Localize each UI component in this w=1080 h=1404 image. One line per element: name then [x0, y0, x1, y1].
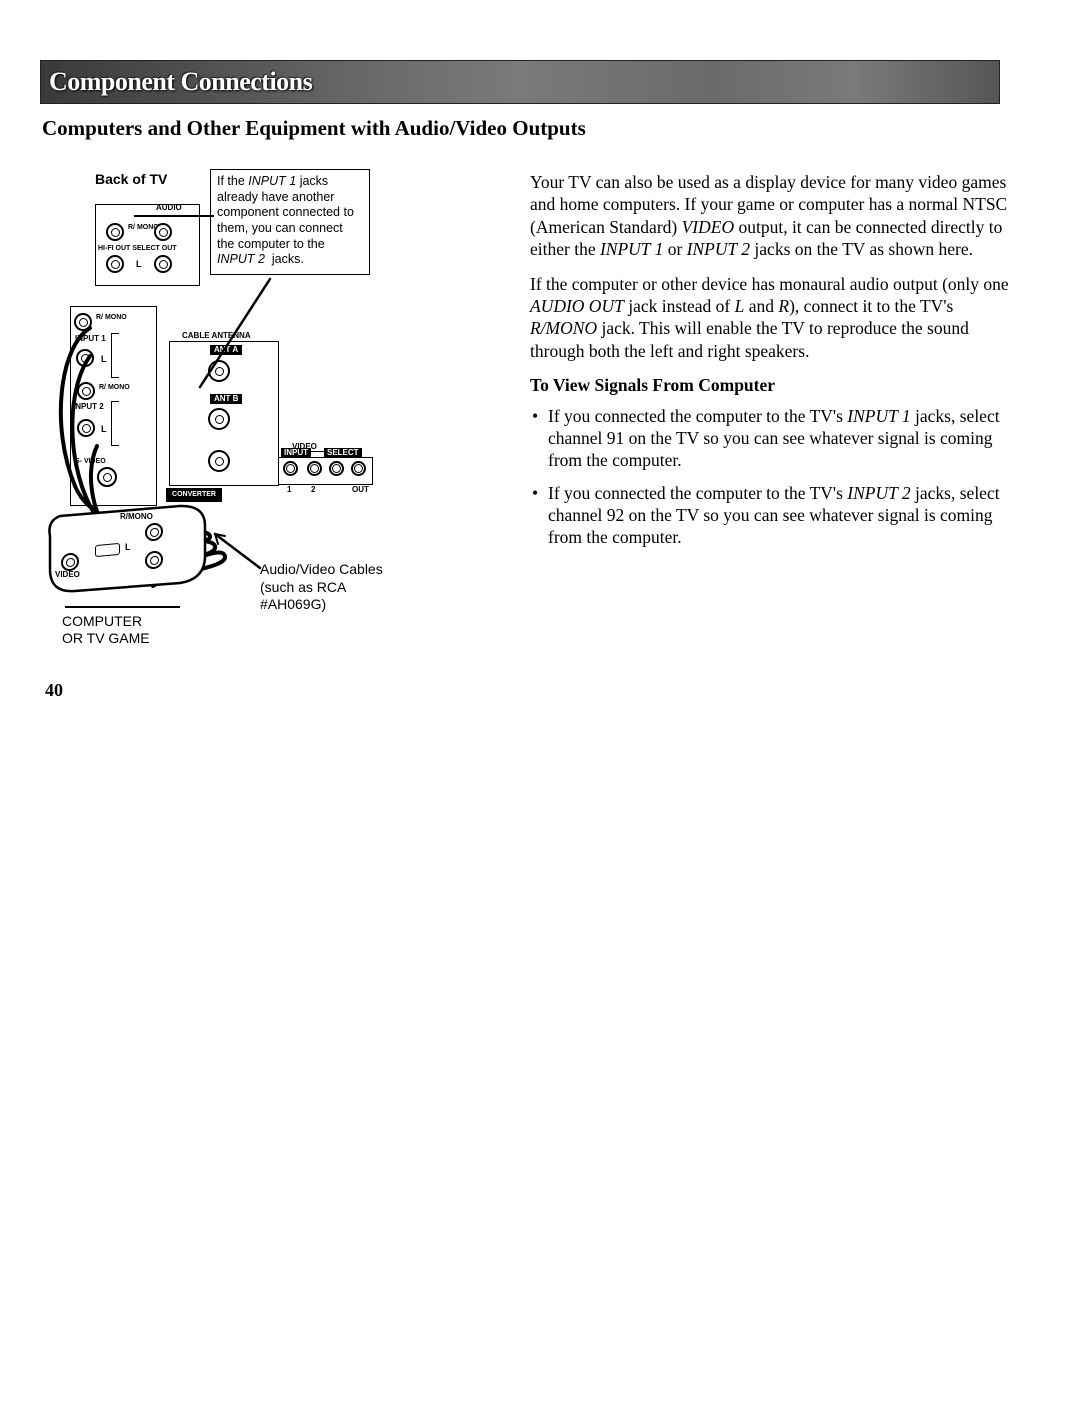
jack-icon: [154, 255, 172, 273]
paragraph-2: If the computer or other device has mona…: [530, 273, 1020, 363]
grille-icon: [95, 543, 120, 557]
text-italic: AUDIO OUT: [530, 296, 624, 316]
section-title: Computers and Other Equipment with Audio…: [40, 116, 1040, 141]
device: R/MONO L VIDEO: [45, 501, 225, 596]
out-label: OUT: [352, 486, 369, 494]
audio-line: [134, 215, 214, 217]
device-label-1: COMPUTER: [62, 613, 142, 629]
hifi-label: HI-FI OUT SELECT OUT: [98, 245, 177, 252]
cable-callout-1: Audio/Video Cables: [260, 561, 383, 577]
jack-icon: [351, 461, 366, 476]
subheading: To View Signals From Computer: [530, 374, 1020, 396]
content-row: Back of TV If the INPUT 1 jacks already …: [40, 171, 1040, 691]
text-italic: R/MONO: [530, 318, 597, 338]
text-italic: VIDEO: [682, 217, 734, 237]
list-item: If you connected the computer to the TV'…: [530, 405, 1020, 472]
device-underline: [65, 606, 180, 608]
diagram: Back of TV If the INPUT 1 jacks already …: [40, 171, 440, 691]
jack-icon: [329, 461, 344, 476]
audio-label: AUDIO: [156, 204, 182, 212]
text: jacks on the TV as shown here.: [750, 239, 973, 259]
device-video-label: VIDEO: [55, 571, 80, 579]
text-italic: INPUT 2: [847, 483, 910, 503]
one-label: 1: [287, 486, 291, 494]
text: If you connected the computer to the TV'…: [548, 406, 847, 426]
device-label-2: OR TV GAME: [62, 630, 150, 646]
select-bar-label: SELECT: [324, 448, 362, 458]
jack-icon: [307, 461, 322, 476]
text: and: [744, 296, 778, 316]
back-of-tv-label: Back of TV: [95, 171, 167, 187]
text: ), connect it to the TV's: [789, 296, 953, 316]
text-italic: INPUT 1: [847, 406, 910, 426]
paragraph-1: Your TV can also be used as a display de…: [530, 171, 1020, 261]
cable-callout-2: (such as RCA: [260, 579, 346, 595]
device-l-label: L: [125, 543, 131, 552]
list-item: If you connected the computer to the TV'…: [530, 482, 1020, 549]
bullet-list: If you connected the computer to the TV'…: [530, 405, 1020, 549]
text-italic: L: [735, 296, 745, 316]
text-italic: INPUT 1: [600, 239, 663, 259]
jack-icon: [154, 223, 172, 241]
cable-callout-3: #AH069G): [260, 596, 326, 612]
select-band: INPUT SELECT 1 2 OUT: [278, 457, 373, 485]
jack-icon: [283, 461, 298, 476]
device-rmono-label: R/MONO: [120, 513, 153, 521]
jack-icon: [106, 255, 124, 273]
header-title: Component Connections: [41, 67, 312, 97]
page: Component Connections Computers and Othe…: [0, 0, 1080, 731]
audio-subpanel: AUDIO R/ MONO HI-FI OUT SELECT OUT L: [95, 204, 200, 286]
text: If you connected the computer to the TV'…: [548, 483, 847, 503]
text: jack instead of: [624, 296, 735, 316]
two-label: 2: [311, 486, 315, 494]
header-band: Component Connections: [40, 60, 1000, 104]
l-label: L: [136, 260, 142, 269]
text-italic: R: [778, 296, 789, 316]
text: If the computer or other device has mona…: [530, 274, 1009, 294]
cable-callout: Audio/Video Cables (such as RCA #AH069G): [260, 561, 383, 614]
input-bar-label: INPUT: [281, 448, 311, 458]
device-label: COMPUTER OR TV GAME: [62, 613, 150, 647]
jack-icon: [106, 223, 124, 241]
text-italic: INPUT 2: [687, 239, 750, 259]
text: or: [663, 239, 686, 259]
text-column: Your TV can also be used as a display de…: [530, 171, 1020, 559]
page-number: 40: [45, 680, 63, 701]
